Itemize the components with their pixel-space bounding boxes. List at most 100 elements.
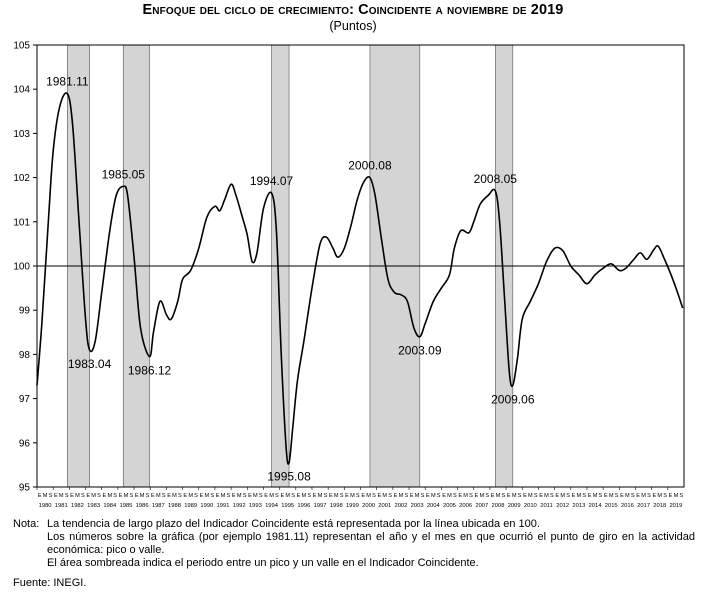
- turning-point-label: 2003.09: [398, 344, 442, 358]
- x-month-label: S: [502, 493, 506, 499]
- turning-point-label: 2008.05: [474, 172, 518, 186]
- x-month-label: S: [129, 493, 133, 499]
- x-month-label: M: [593, 493, 598, 499]
- x-year-label: 2002: [394, 503, 407, 509]
- x-month-label: E: [297, 493, 301, 499]
- x-month-label: S: [615, 493, 619, 499]
- x-month-label: M: [156, 493, 161, 499]
- x-year-label: 2004: [427, 503, 441, 509]
- x-month-label: S: [421, 493, 425, 499]
- x-year-label: 2014: [589, 503, 603, 509]
- x-month-label: M: [124, 493, 129, 499]
- x-year-label: 1997: [314, 503, 327, 509]
- x-month-label: M: [577, 493, 582, 499]
- chart-title-text: Enfoque del ciclo de crecimiento: Coinci…: [142, 2, 564, 18]
- x-year-label: 2012: [556, 503, 569, 509]
- x-month-label: E: [264, 493, 268, 499]
- x-month-label: S: [291, 493, 295, 499]
- x-month-label: S: [356, 493, 360, 499]
- x-month-label: E: [232, 493, 236, 499]
- x-year-label: 1996: [297, 503, 310, 509]
- x-month-label: E: [54, 493, 58, 499]
- x-month-label: S: [194, 493, 198, 499]
- x-month-label: S: [243, 493, 247, 499]
- x-month-label: E: [669, 493, 673, 499]
- x-month-label: M: [205, 493, 210, 499]
- x-month-label: E: [313, 493, 317, 499]
- turning-point-label: 1985.05: [102, 167, 146, 181]
- source-note: Fuente: INEGI.: [13, 577, 87, 589]
- x-month-label: E: [410, 493, 414, 499]
- y-tick-label: 103: [13, 129, 30, 140]
- x-month-label: S: [259, 493, 263, 499]
- x-month-label: E: [523, 493, 527, 499]
- x-month-label: M: [188, 493, 193, 499]
- x-month-label: M: [512, 493, 517, 499]
- x-month-label: E: [86, 493, 90, 499]
- y-tick-label: 97: [19, 394, 31, 405]
- x-month-label: E: [442, 493, 446, 499]
- y-axis: 95 96 97 98 99 100 101 102 103 104 105: [13, 41, 37, 494]
- x-month-label: S: [65, 493, 69, 499]
- chart-notes: Nota: La tendencia de largo plazo del In…: [13, 518, 695, 570]
- plot-frame: [36, 44, 685, 488]
- x-year-label: 2013: [572, 503, 585, 509]
- x-year-label: 1999: [346, 503, 359, 509]
- x-year-label: 1981: [55, 503, 68, 509]
- x-month-label: E: [588, 493, 592, 499]
- x-month-label: S: [113, 493, 117, 499]
- x-month-label: M: [479, 493, 484, 499]
- x-year-label: 2008: [492, 503, 505, 509]
- x-month-label: E: [151, 493, 155, 499]
- x-month-label: M: [641, 493, 646, 499]
- x-year-label: 1995: [281, 503, 294, 509]
- x-year-label: 1992: [233, 503, 246, 509]
- coincident-indicator-line: [36, 92, 684, 465]
- x-month-label: M: [75, 493, 80, 499]
- x-year-label: 2011: [540, 503, 552, 509]
- turning-point-label: 1995.08: [267, 470, 311, 484]
- x-year-label: 2003: [411, 503, 424, 509]
- x-month-label: M: [657, 493, 662, 499]
- x-month-label: S: [81, 493, 85, 499]
- x-month-label: M: [140, 493, 145, 499]
- y-tick-label: 102: [13, 173, 30, 184]
- x-month-label: E: [491, 493, 495, 499]
- x-year-label: 1983: [87, 503, 100, 509]
- x-year-label: 2019: [669, 503, 682, 509]
- x-year-label: 1986: [136, 503, 149, 509]
- x-month-label: E: [555, 493, 559, 499]
- x-year-label: 1990: [200, 503, 213, 509]
- x-year-label: 2006: [459, 503, 472, 509]
- x-month-label: E: [361, 493, 365, 499]
- x-month-label: E: [119, 493, 123, 499]
- x-month-label: M: [221, 493, 226, 499]
- x-month-label: S: [404, 493, 408, 499]
- x-month-label: M: [382, 493, 387, 499]
- x-month-label: M: [91, 493, 96, 499]
- x-month-label: E: [183, 493, 187, 499]
- x-month-label: E: [345, 493, 349, 499]
- x-month-label: S: [388, 493, 392, 499]
- x-month-label: S: [275, 493, 279, 499]
- y-tick-label: 100: [13, 262, 30, 273]
- x-month-label: E: [572, 493, 576, 499]
- x-year-label: 1984: [103, 503, 117, 509]
- turning-point-label: 2000.08: [348, 159, 392, 173]
- x-month-label: E: [167, 493, 171, 499]
- x-month-label: E: [394, 493, 398, 499]
- x-month-label: S: [97, 493, 101, 499]
- x-month-label: S: [566, 493, 570, 499]
- x-month-label: E: [539, 493, 543, 499]
- x-month-label: E: [216, 493, 220, 499]
- x-month-label: M: [107, 493, 112, 499]
- x-month-label: S: [550, 493, 554, 499]
- x-month-label: M: [447, 493, 452, 499]
- turning-point-label: 1994.07: [250, 174, 294, 188]
- x-month-label: E: [200, 493, 204, 499]
- x-month-label: S: [631, 493, 635, 499]
- y-tick-label: 105: [13, 41, 30, 52]
- x-month-label: S: [453, 493, 457, 499]
- x-year-label: 2007: [475, 503, 488, 509]
